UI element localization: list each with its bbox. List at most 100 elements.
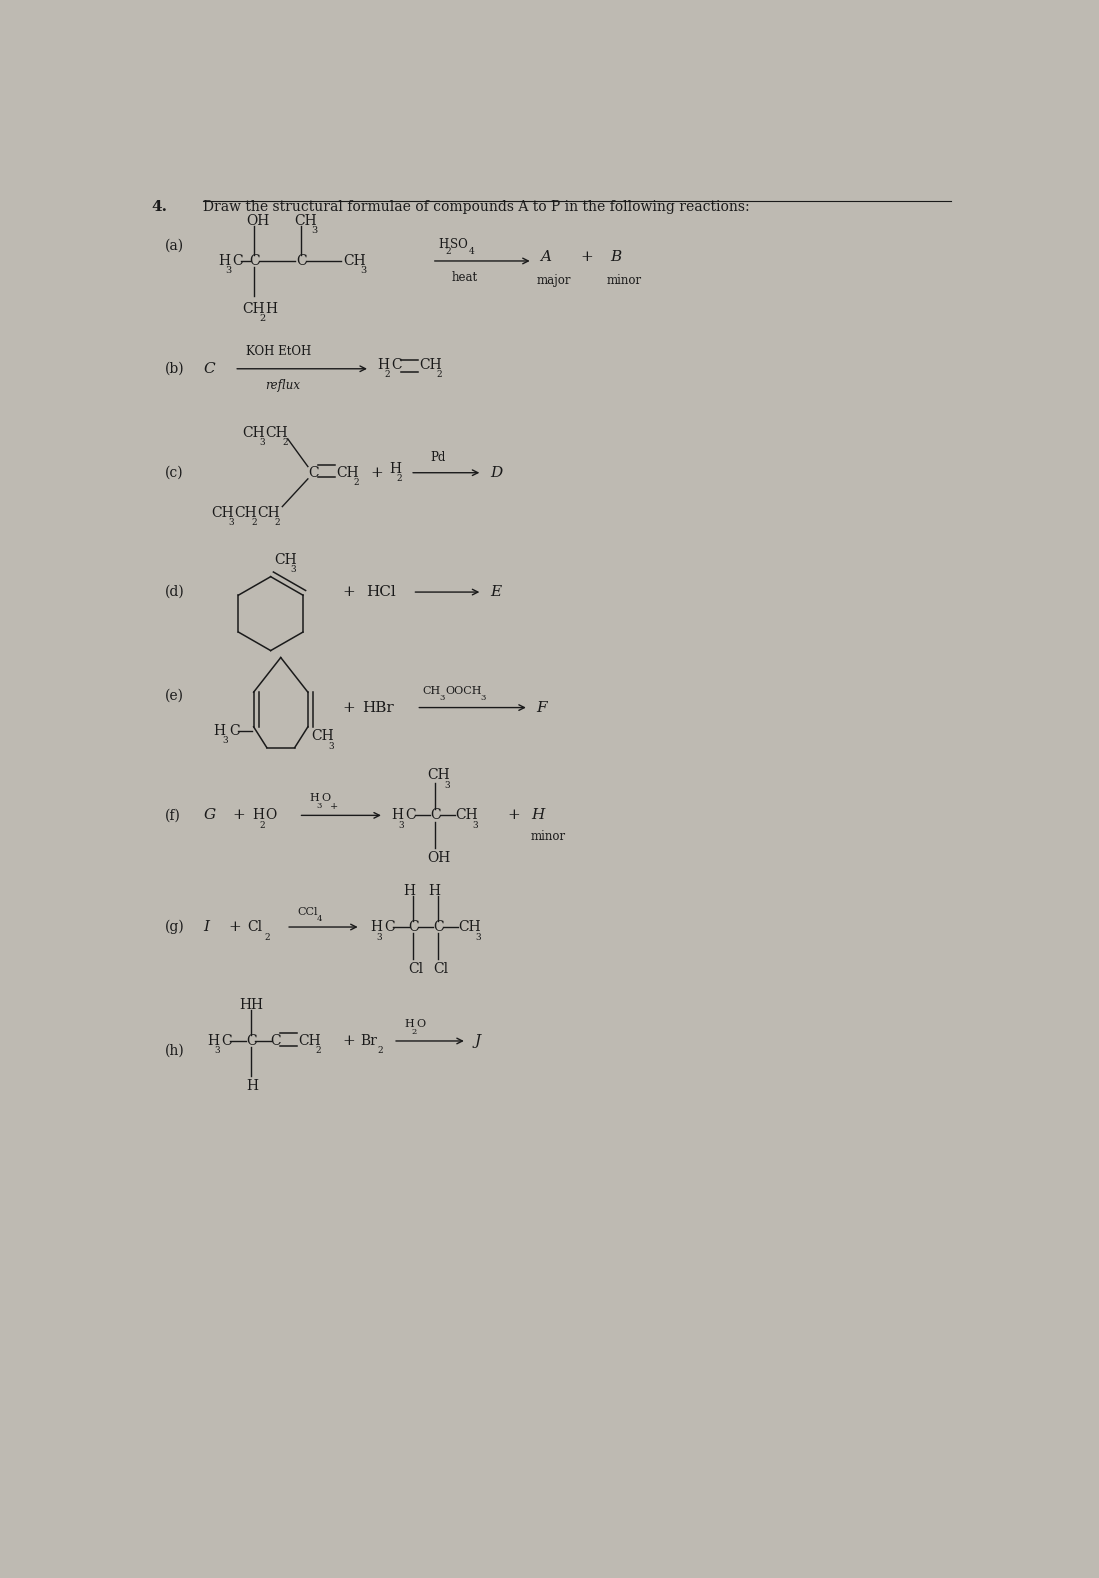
Text: G: G xyxy=(203,808,215,822)
Text: HCl: HCl xyxy=(366,585,396,600)
Text: (a): (a) xyxy=(165,238,184,252)
Text: O: O xyxy=(265,808,277,822)
Text: H: H xyxy=(246,1079,258,1092)
Text: OH: OH xyxy=(428,851,451,865)
Text: C: C xyxy=(409,920,419,934)
Text: heat: heat xyxy=(452,271,477,284)
Text: H: H xyxy=(404,1019,414,1029)
Text: H: H xyxy=(265,301,277,316)
Text: H: H xyxy=(531,808,544,822)
Text: 3: 3 xyxy=(259,439,265,447)
Text: C: C xyxy=(384,920,395,934)
Text: 2: 2 xyxy=(354,478,359,488)
Text: H: H xyxy=(251,997,263,1011)
Text: 3: 3 xyxy=(377,933,382,942)
Text: +: + xyxy=(580,251,593,264)
Text: J: J xyxy=(475,1034,480,1048)
Text: (b): (b) xyxy=(165,361,185,376)
Text: +: + xyxy=(232,808,245,822)
Text: 3: 3 xyxy=(399,821,404,830)
Text: 2: 2 xyxy=(436,371,442,379)
Text: Draw the structural formulae of compounds A to P in the following reactions:: Draw the structural formulae of compound… xyxy=(203,200,750,215)
Text: C: C xyxy=(297,254,307,268)
Text: (c): (c) xyxy=(165,466,184,480)
Text: HBr: HBr xyxy=(363,701,393,715)
Text: Br: Br xyxy=(360,1034,377,1048)
Text: E: E xyxy=(490,585,501,600)
Text: 3: 3 xyxy=(225,267,231,276)
Text: 3: 3 xyxy=(440,694,445,702)
Text: CH: CH xyxy=(242,301,265,316)
Text: CH: CH xyxy=(312,729,334,743)
Text: C: C xyxy=(406,808,417,822)
Text: CH: CH xyxy=(274,552,297,567)
Text: C: C xyxy=(433,920,444,934)
Text: H: H xyxy=(219,254,231,268)
Text: CH: CH xyxy=(343,254,365,268)
Text: H: H xyxy=(391,808,403,822)
Text: 4: 4 xyxy=(469,248,475,256)
Text: +: + xyxy=(343,1034,355,1048)
Text: minor: minor xyxy=(607,273,642,287)
Text: C: C xyxy=(249,254,260,268)
Text: CH: CH xyxy=(428,768,449,783)
Text: H: H xyxy=(378,358,390,372)
Text: 3: 3 xyxy=(329,742,334,751)
Text: C: C xyxy=(221,1034,232,1048)
Text: H: H xyxy=(403,884,415,898)
Text: 3: 3 xyxy=(291,565,297,574)
Text: C: C xyxy=(232,254,243,268)
Text: (f): (f) xyxy=(165,808,180,822)
Text: major: major xyxy=(536,273,571,287)
Text: H: H xyxy=(428,884,440,898)
Text: CH: CH xyxy=(265,426,288,440)
Text: +: + xyxy=(343,701,355,715)
Text: OOCH: OOCH xyxy=(445,685,481,696)
Text: H: H xyxy=(370,920,381,934)
Text: A: A xyxy=(541,251,552,264)
Text: CH: CH xyxy=(242,426,265,440)
Text: 2: 2 xyxy=(385,371,390,379)
Text: H: H xyxy=(439,238,448,251)
Text: 3: 3 xyxy=(229,518,234,527)
Text: O: O xyxy=(322,794,331,803)
Text: CH: CH xyxy=(420,358,442,372)
Text: CH: CH xyxy=(458,920,481,934)
Text: C: C xyxy=(391,358,401,372)
Text: Cl: Cl xyxy=(409,963,424,977)
Text: reflux: reflux xyxy=(265,379,300,393)
Text: 3: 3 xyxy=(223,737,229,745)
Text: CH: CH xyxy=(336,466,359,480)
Text: F: F xyxy=(536,701,547,715)
Text: (h): (h) xyxy=(165,1043,185,1057)
Text: I: I xyxy=(203,920,209,934)
Text: 3: 3 xyxy=(480,694,486,702)
Text: H: H xyxy=(240,997,252,1011)
Text: 2: 2 xyxy=(265,933,270,942)
Text: CH: CH xyxy=(455,808,478,822)
Text: C: C xyxy=(229,724,240,737)
Text: (g): (g) xyxy=(165,920,185,934)
Text: 2: 2 xyxy=(259,314,265,323)
Text: 2: 2 xyxy=(378,1046,384,1056)
Text: (e): (e) xyxy=(165,690,184,704)
Text: H: H xyxy=(213,724,225,737)
Text: 2: 2 xyxy=(252,518,257,527)
Text: 3: 3 xyxy=(475,933,481,942)
Text: +: + xyxy=(229,920,242,934)
Text: 2: 2 xyxy=(282,439,288,447)
Text: 2: 2 xyxy=(259,821,265,830)
Text: 3: 3 xyxy=(317,802,322,810)
Text: 3: 3 xyxy=(312,226,318,235)
Text: minor: minor xyxy=(531,830,566,843)
Text: B: B xyxy=(610,251,621,264)
Text: H: H xyxy=(310,794,319,803)
Text: C: C xyxy=(203,361,215,376)
Text: (d): (d) xyxy=(165,585,185,600)
Text: Pd: Pd xyxy=(431,451,446,464)
Text: CH: CH xyxy=(211,507,234,519)
Text: CH: CH xyxy=(257,507,280,519)
Text: 2: 2 xyxy=(275,518,280,527)
Text: C: C xyxy=(431,808,441,822)
Text: Cl: Cl xyxy=(247,920,263,934)
